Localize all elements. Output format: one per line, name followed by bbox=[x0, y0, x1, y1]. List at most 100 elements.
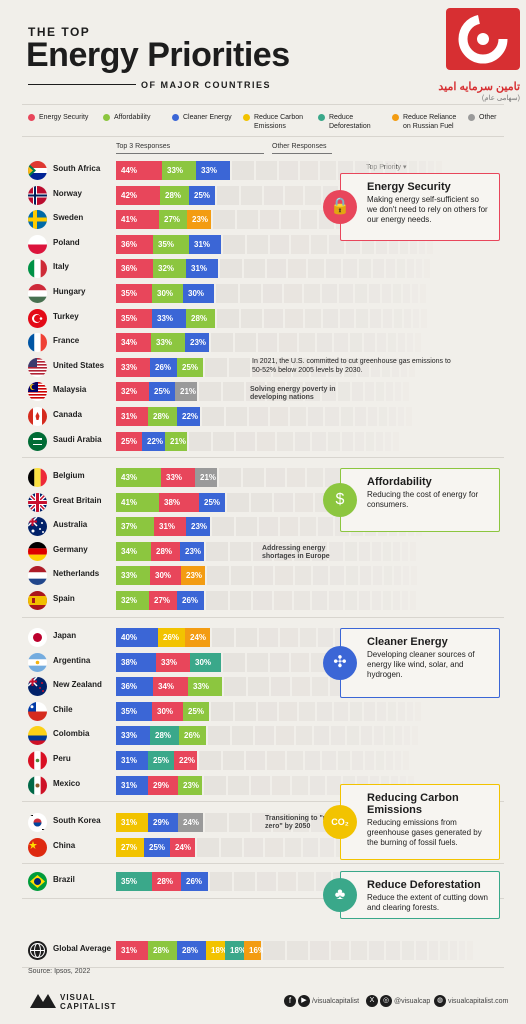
other-responses-stripe bbox=[372, 566, 382, 585]
country-name: Brazil bbox=[53, 875, 75, 884]
country-row: Netherlands 33% 30% 23% bbox=[0, 563, 526, 587]
flag-se-icon bbox=[28, 210, 47, 229]
other-responses-stripe bbox=[314, 726, 329, 745]
country-row: Turkey 35% 33% 28% bbox=[0, 306, 526, 330]
bar-segment: 33% bbox=[196, 161, 230, 180]
other-responses-stripe bbox=[340, 407, 353, 426]
other-responses-stripe bbox=[414, 333, 421, 352]
other-responses-stripe bbox=[257, 333, 277, 352]
other-responses-stripe bbox=[245, 751, 265, 770]
bar-segment: 44% bbox=[116, 161, 162, 180]
other-responses-stripe bbox=[284, 838, 301, 857]
bar-segment: 33% bbox=[161, 468, 195, 487]
priority-description: Reducing emissions from greenhouse gases… bbox=[367, 818, 482, 847]
youtube-icon[interactable]: ▶ bbox=[298, 995, 310, 1007]
other-responses-stripe bbox=[264, 838, 283, 857]
other-responses-stripe bbox=[217, 186, 239, 205]
other-responses-stripe bbox=[411, 726, 418, 745]
flag-ca-icon bbox=[28, 407, 47, 426]
other-responses-stripe bbox=[308, 407, 323, 426]
country-name: Colombia bbox=[53, 729, 90, 738]
bar-segment: 18% bbox=[225, 941, 246, 960]
x-icon[interactable]: X bbox=[366, 995, 378, 1007]
other-responses-stripe bbox=[230, 591, 251, 610]
other-responses-stripe bbox=[272, 358, 291, 377]
country-name: Global Average bbox=[53, 944, 112, 953]
flag-ar-icon bbox=[28, 653, 47, 672]
legend-item: Reduce Reliance on Russian Fuel bbox=[392, 113, 462, 131]
other-responses-stripe bbox=[258, 628, 278, 647]
other-responses-stripe bbox=[254, 726, 274, 745]
country-name: Netherlands bbox=[53, 569, 100, 578]
bar-segment: 36% bbox=[116, 235, 153, 254]
flag-au-icon bbox=[28, 517, 47, 536]
other-responses-stripe bbox=[205, 358, 227, 377]
other-responses-stripe bbox=[299, 517, 316, 536]
site-url[interactable]: visualcapitalist.com bbox=[448, 998, 509, 1005]
other-responses-stripe bbox=[313, 566, 328, 585]
instagram-icon[interactable]: ◎ bbox=[380, 995, 392, 1007]
other-responses-stripe bbox=[384, 161, 396, 180]
other-responses-stripe bbox=[327, 776, 341, 795]
other-responses-stripe bbox=[199, 751, 221, 770]
social-handle-2[interactable]: @visualcap bbox=[394, 998, 431, 1005]
bar-segment: 28% bbox=[148, 941, 177, 960]
social-handle-1[interactable]: /visualcapitalist bbox=[312, 998, 360, 1005]
country-name: Japan bbox=[53, 631, 77, 640]
facebook-icon[interactable]: f bbox=[284, 995, 296, 1007]
bar-segment: 25% bbox=[189, 186, 215, 205]
flag-tr-icon bbox=[28, 309, 47, 328]
country-row: Global Average 31% 28% 28% 18% 18% 16% bbox=[0, 938, 526, 962]
other-responses-stripe bbox=[309, 941, 329, 960]
other-responses-stripe bbox=[340, 309, 354, 328]
other-responses-stripe bbox=[271, 776, 290, 795]
flag-es-icon bbox=[28, 591, 47, 610]
country-name: South Africa bbox=[53, 164, 101, 173]
other-responses-stripe bbox=[273, 591, 292, 610]
other-responses-stripe bbox=[367, 407, 377, 426]
priority-description: Making energy self-sufficient so we don'… bbox=[367, 195, 488, 224]
other-responses-stripe bbox=[322, 382, 336, 401]
bar-segment: 32% bbox=[116, 591, 149, 610]
other-responses-stripe bbox=[266, 751, 285, 770]
other-responses-stripe bbox=[299, 628, 316, 647]
bar-segment: 31% bbox=[189, 235, 221, 254]
bar-segment: 33% bbox=[116, 566, 150, 585]
other-responses-stripe bbox=[252, 591, 272, 610]
other-responses-stripe bbox=[279, 517, 298, 536]
country-name: Canada bbox=[53, 410, 82, 419]
bar-segment: 36% bbox=[116, 259, 153, 278]
group-divider bbox=[22, 898, 504, 899]
other-responses-stripe bbox=[410, 235, 417, 254]
legend-item: Energy Security bbox=[28, 113, 88, 122]
other-responses-stripe bbox=[221, 838, 242, 857]
other-responses-stripe bbox=[408, 358, 415, 377]
other-responses-stripe bbox=[248, 677, 269, 696]
watermark-logo-icon bbox=[446, 8, 520, 70]
bar-segment: 33% bbox=[116, 726, 150, 745]
flag-nl-icon bbox=[28, 566, 47, 585]
other-responses-stripe bbox=[376, 702, 386, 721]
country-name: Norway bbox=[53, 189, 82, 198]
other-responses-stripe bbox=[244, 259, 265, 278]
bar-segment: 27% bbox=[159, 210, 187, 229]
other-responses-stripe bbox=[418, 235, 425, 254]
other-responses-stripe bbox=[414, 702, 421, 721]
other-responses-stripe bbox=[428, 941, 438, 960]
other-responses-stripe bbox=[229, 358, 250, 377]
other-responses-stripe bbox=[284, 186, 303, 205]
bar-segment: 33% bbox=[151, 333, 185, 352]
other-responses-stripe bbox=[287, 941, 308, 960]
bar-segment: 31% bbox=[116, 407, 148, 426]
other-responses-stripe bbox=[343, 358, 356, 377]
other-responses-stripe bbox=[223, 235, 245, 254]
priority-title: Reducing Carbon Emissions bbox=[367, 792, 459, 816]
other-responses-stripe bbox=[256, 161, 277, 180]
flag-fr-icon bbox=[28, 333, 47, 352]
other-responses-stripe bbox=[294, 493, 313, 512]
priority-description: Reducing the cost of energy for consumer… bbox=[367, 490, 479, 509]
bar-segment: 26% bbox=[158, 628, 185, 647]
other-responses-stripe bbox=[397, 407, 404, 426]
other-responses-stripe bbox=[369, 309, 381, 328]
other-responses-stripe bbox=[322, 284, 337, 303]
